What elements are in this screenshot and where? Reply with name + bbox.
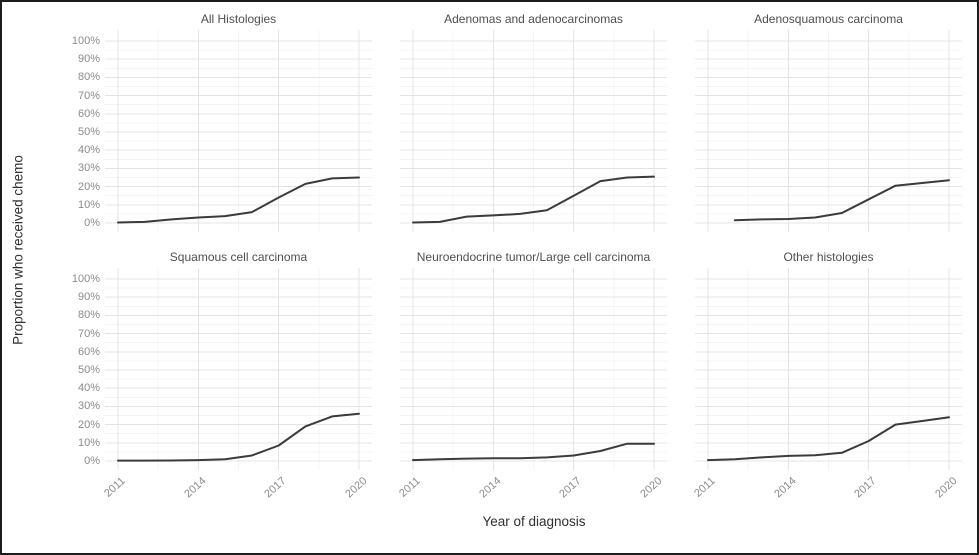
- trend-line: [733, 179, 950, 222]
- y-tick-label: 30%: [77, 400, 100, 413]
- y-tick-label: 80%: [77, 71, 100, 84]
- y-tick-label: 50%: [77, 364, 100, 376]
- trend-line: [117, 176, 360, 224]
- facet-plot-adenomas-adenocarcinomas: [400, 30, 667, 232]
- y-tick-label: 70%: [77, 327, 100, 340]
- facet-plot-all-histologies: [105, 30, 372, 232]
- y-tick-label: 20%: [77, 418, 100, 431]
- y-tick-label: 80%: [77, 309, 100, 322]
- facet-all-histologies: All Histologies: [105, 8, 372, 232]
- x-tick-label: 2014: [477, 475, 504, 501]
- facet-neuroendocrine-large-cell: Neuroendocrine tumor/Large cell carcinom…: [400, 246, 667, 470]
- x-tick-label: 2020: [932, 475, 960, 501]
- y-tick-label: 50%: [77, 126, 100, 138]
- y-tick-label: 90%: [77, 291, 100, 304]
- facet-plot-other-histologies: [695, 268, 962, 470]
- y-tick-label: 100%: [71, 35, 100, 47]
- y-axis-tick-labels-row1: 0% 10% 20% 30% 40% 50% 60% 70% 80% 90% 100%: [30, 30, 100, 232]
- x-tick-label: 2011: [102, 475, 129, 500]
- facet-adenomas-adenocarcinomas: Adenomas and adenocarcinomas: [400, 8, 667, 232]
- y-tick-label: 20%: [77, 180, 100, 193]
- facet-title-other-histologies: Other histologies: [783, 250, 874, 264]
- facet-adenosquamous-carcinoma: Adenosquamous carcinoma: [695, 8, 962, 232]
- facet-squamous-cell-carcinoma: Squamous cell carcinoma: [105, 246, 372, 470]
- y-axis-tick-labels-row2: 0% 10% 20% 30% 40% 50% 60% 70% 80% 90% 100%: [30, 268, 100, 470]
- y-tick-label: 60%: [77, 107, 100, 120]
- facet-title-neuroendocrine-large-cell: Neuroendocrine tumor/Large cell carcinom…: [416, 250, 651, 264]
- y-tick-label: 10%: [77, 436, 100, 449]
- x-tick-label: 2017: [557, 475, 584, 501]
- facet-title-adenomas-adenocarcinomas: Adenomas and adenocarcinomas: [444, 12, 623, 26]
- y-tick-label: 0%: [84, 217, 100, 229]
- facet-plot-adenosquamous-carcinoma: [695, 30, 962, 232]
- x-tick-label: 2017: [852, 475, 879, 501]
- y-tick-label: 100%: [71, 273, 100, 285]
- x-tick-label: 2020: [342, 475, 370, 501]
- trend-line: [117, 412, 360, 462]
- x-tick-label: 2014: [182, 475, 209, 501]
- trend-line: [412, 442, 655, 462]
- y-axis-title: Proportion who received chemo: [10, 155, 26, 345]
- facet-plot-squamous-cell-carcinoma: [105, 268, 372, 470]
- facet-other-histologies: Other histologies: [695, 246, 962, 470]
- trend-line: [707, 416, 950, 462]
- y-tick-label: 90%: [77, 53, 100, 66]
- facet-title-squamous-cell-carcinoma: Squamous cell carcinoma: [169, 250, 308, 264]
- x-tick-label: 2017: [262, 475, 289, 501]
- y-tick-label: 70%: [77, 89, 100, 102]
- x-tick-label: 2020: [637, 475, 665, 501]
- x-axis-title: Year of diagnosis: [482, 514, 586, 529]
- x-tick-label: 2011: [397, 475, 424, 500]
- facet-title-all-histologies: All Histologies: [200, 12, 277, 26]
- y-tick-label: 30%: [77, 162, 100, 175]
- facet-title-adenosquamous-carcinoma: Adenosquamous carcinoma: [754, 12, 903, 26]
- y-tick-label: 60%: [77, 345, 100, 358]
- y-tick-label: 0%: [84, 455, 100, 467]
- y-tick-label: 40%: [77, 144, 100, 157]
- x-tick-label: 2014: [772, 475, 799, 501]
- facet-plot-neuroendocrine-large-cell: [400, 268, 667, 470]
- trend-line: [412, 175, 655, 224]
- y-tick-label: 40%: [77, 382, 100, 395]
- x-tick-label: 2011: [692, 475, 719, 500]
- y-tick-label: 10%: [77, 198, 100, 211]
